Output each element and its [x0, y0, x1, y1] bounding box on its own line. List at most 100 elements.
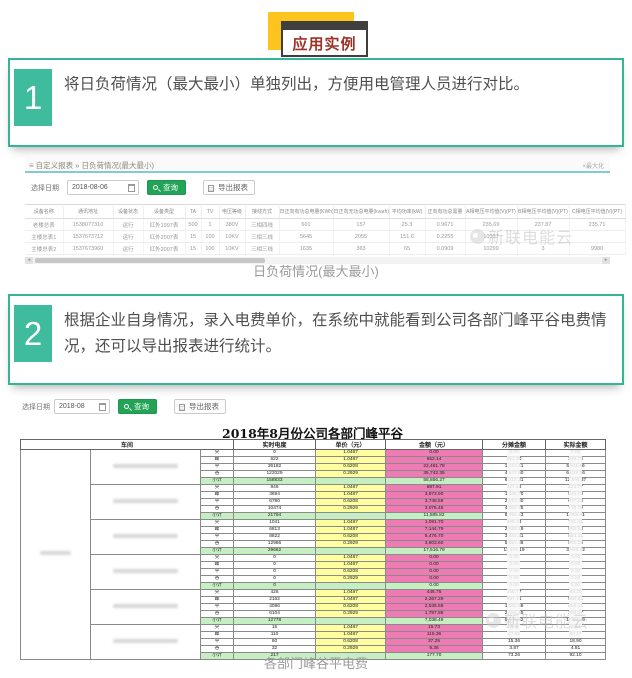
scrollbar-thumb[interactable] [35, 258, 265, 263]
table-cell [569, 230, 626, 243]
horizontal-scrollbar[interactable]: ◂ ▸ [25, 257, 610, 264]
table-cell: 小计 [199, 547, 235, 555]
table-row: 主楼总表2 1537673960 运行 红外2007表 15 100 10KV 三相三线 163… [25, 242, 626, 255]
table-cell: 426 [233, 589, 317, 597]
table-cell: 4,547.60 [482, 470, 547, 478]
table-cell: 5,611.56 [545, 463, 607, 471]
table-cell: 0.00 [385, 582, 484, 590]
table-cell: 652.14 [385, 456, 484, 464]
search-button-2[interactable]: 查询 [118, 399, 157, 414]
step-text-1: 将日负荷情况（最大最小）单独列出，方便用电管理人员进行对比。 [64, 76, 530, 93]
column-header: 车间 [19, 439, 235, 450]
table-cell: 主楼总表1 [25, 230, 64, 243]
table-cell: 谷 [199, 645, 235, 653]
screenshot-daily-load: ≡ 自定义报表 » 日负荷情况(最大最小) ×最大化 选择日期 2018-08-0… [25, 157, 626, 264]
screenshot-fee-report: 选择日期 2018-08 查询 导出报表 2018年8月份公司各部门峰平谷 车间… [19, 397, 612, 660]
export-button[interactable]: 导出报表 [203, 180, 255, 195]
table-cell: 0.00 [482, 554, 547, 562]
table-cell: 尖 [199, 589, 235, 597]
table-cell: 1,988.61 [545, 512, 607, 520]
table-cell: 12986 [233, 540, 317, 548]
table-cell: 小计 [199, 477, 235, 485]
fee-row: 尖 846 1.0487 887.91 327.18 123.77 [21, 484, 607, 520]
fee-row: 小计 217 177.70 73.26 92.10 [21, 652, 607, 660]
table-cell: 0 [233, 561, 317, 569]
table-cell: 0.00 [482, 582, 547, 590]
date-input[interactable]: 2018-08-06 [67, 180, 139, 195]
search-button[interactable]: 查询 [147, 180, 186, 195]
table-cell: 37.25 [385, 638, 484, 646]
table-cell: 22,461.78 [385, 463, 484, 471]
table-cell: 1538077310 [63, 218, 114, 231]
table-cell: 151.6 [389, 230, 426, 243]
table-cell: 运行 [113, 242, 144, 255]
window-controls[interactable]: ×最大化 [582, 164, 604, 170]
column-header: 接线方式 [245, 204, 280, 219]
table-cell: 6,618.06 [545, 470, 607, 478]
table-cell: 0.00 [482, 575, 547, 583]
table-cell: 157 [333, 218, 390, 231]
table-cell: 平 [199, 568, 235, 576]
step-number-1: 1 [14, 69, 52, 126]
search-icon [153, 185, 158, 190]
table-cell: 852.11 [545, 533, 607, 541]
table-cell: 谷 [199, 575, 235, 583]
table-cell: 峰 [199, 631, 235, 639]
table-cell [315, 547, 387, 555]
table-cell: 0.6208 [315, 463, 387, 471]
table-cell: 6780 [233, 498, 317, 506]
table-cell: 10474 [233, 505, 317, 513]
table-cell: 36182 [233, 463, 317, 471]
table-cell: 3,075.45 [385, 505, 484, 513]
table-cell: 3,428.22 [545, 547, 607, 555]
table-cell: 363 [333, 242, 390, 255]
search-icon-2 [124, 404, 129, 409]
table-cell: 2,536.59 [385, 603, 484, 611]
scroll-right-icon[interactable]: ▸ [602, 257, 610, 264]
breadcrumb[interactable]: ≡ 自定义报表 » 日负荷情况(最大最小) [29, 160, 154, 171]
table-cell: 846 [233, 484, 317, 492]
export-button-2[interactable]: 导出报表 [174, 399, 226, 414]
table-cell: 10KV [219, 230, 246, 243]
table-cell [315, 512, 387, 520]
table-cell: 622 [233, 456, 317, 464]
column-header: 电压等级 [219, 204, 246, 219]
table-cell: 1537673712 [63, 230, 114, 243]
table-cell: 1.0487 [315, 519, 387, 527]
table-cell: 0.2929 [315, 610, 387, 618]
table-cell: 0.0909 [425, 242, 466, 255]
table-cell: 0.6208 [315, 603, 387, 611]
table-cell: 0.2929 [315, 540, 387, 548]
table-cell: 25.3 [389, 218, 426, 231]
fee-row: 尖 1041 1.0487 1,091.70 406.33 791.41 [21, 519, 607, 555]
table-cell: 235.71 [569, 218, 626, 231]
table-cell: 100 [201, 242, 220, 255]
table-cell [517, 230, 570, 243]
table-cell: 1.0487 [315, 491, 387, 499]
table-cell: 0.00 [385, 568, 484, 576]
scroll-left-icon[interactable]: ◂ [25, 257, 33, 264]
table-cell: 0.00 [482, 568, 547, 576]
table-cell: 1635 [279, 242, 334, 255]
table-cell: 1,091.70 [385, 519, 484, 527]
table-cell: 0 [233, 554, 317, 562]
column-header: 正向有功总需量 [425, 204, 466, 219]
table-cell: 谷 [199, 540, 235, 548]
table-cell: 500 [185, 218, 202, 231]
column-header: C相电压平均值(V)(PT) [569, 204, 626, 219]
table-cell: 801.16 [545, 540, 607, 548]
table-cell: 406.33 [482, 519, 547, 527]
table-cell: 小计 [199, 582, 235, 590]
toolbar-2: 选择日期 2018-08 查询 导出报表 [20, 397, 612, 415]
export-report-icon [208, 184, 214, 192]
table-cell: 12,599.37 [545, 477, 607, 485]
month-input[interactable]: 2018-08 [54, 399, 110, 414]
column-header: 实时电度 [233, 439, 317, 450]
calendar-icon-2 [99, 403, 106, 411]
table-cell: 小计 [199, 617, 235, 625]
department-cell-blurred [90, 449, 201, 485]
table-cell: 0.00 [545, 449, 607, 457]
table-cell: 3,803.60 [385, 540, 484, 548]
report-title: 2018年8月份公司各部门峰平谷 [222, 426, 403, 441]
table-cell: 237.87 [517, 218, 570, 231]
